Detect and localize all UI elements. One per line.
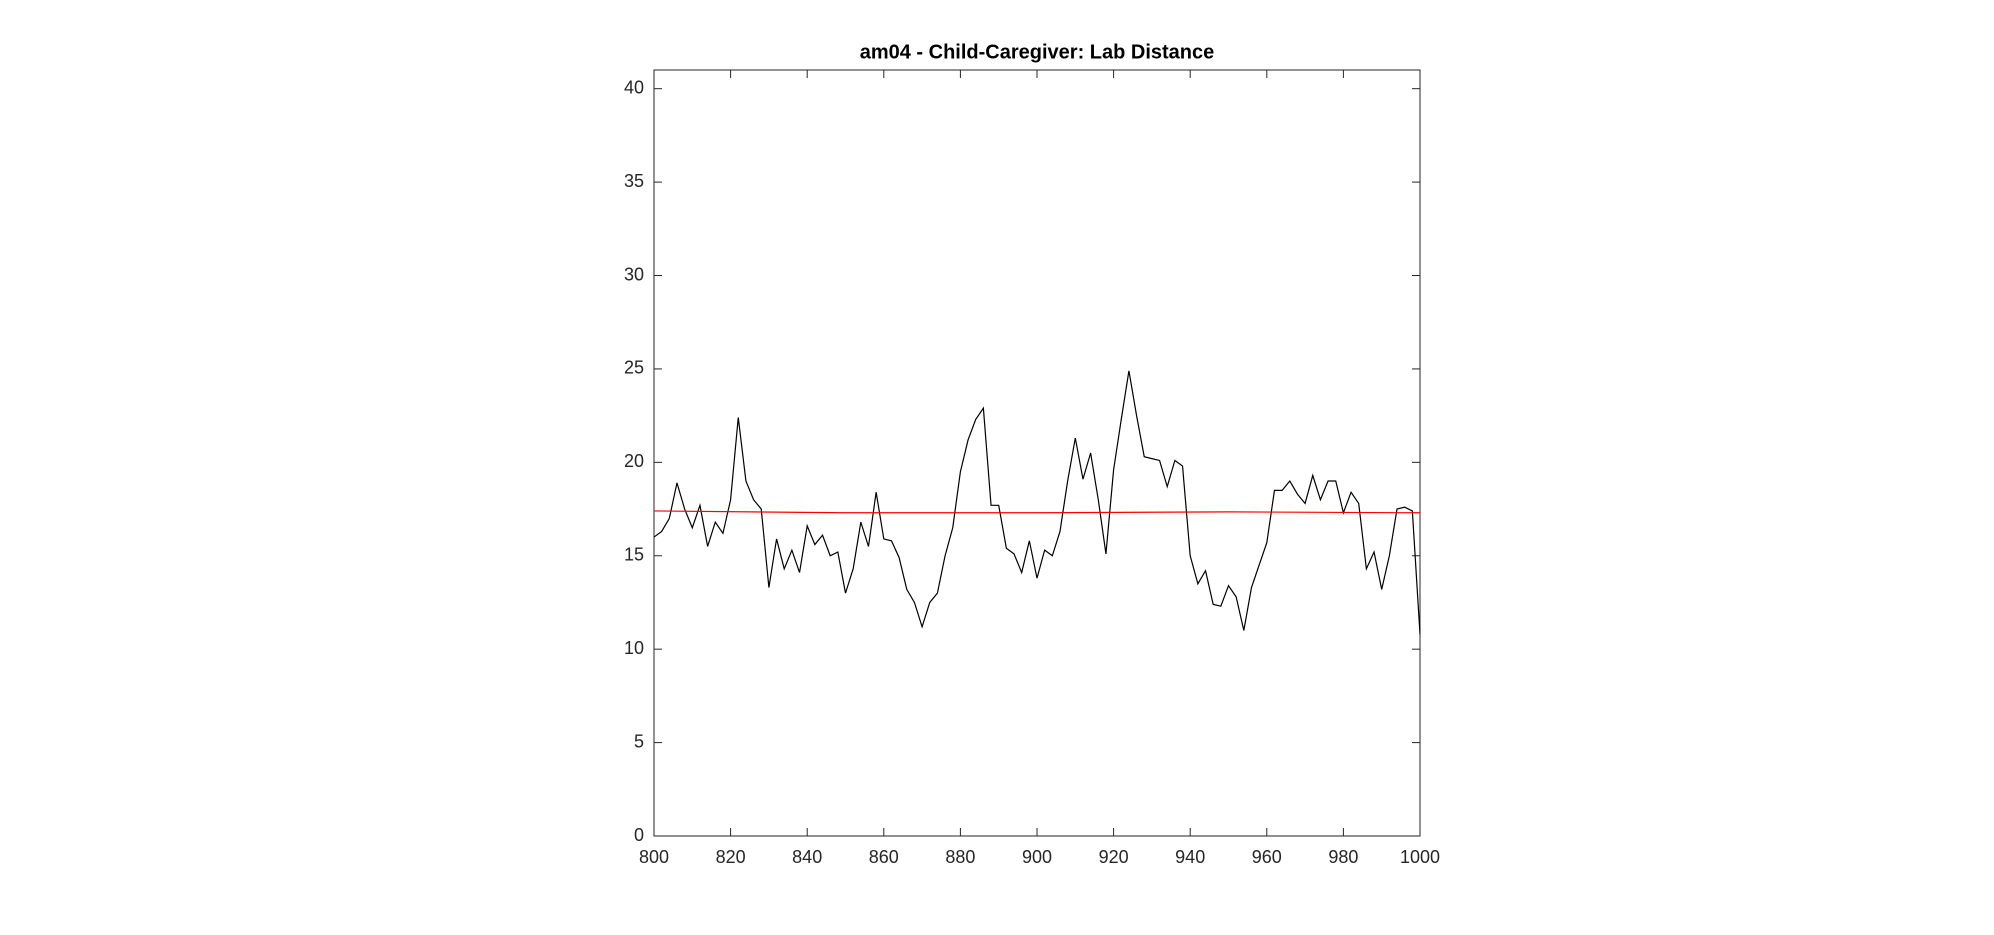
y-tick-label: 10 bbox=[624, 638, 644, 658]
y-tick-label: 20 bbox=[624, 451, 644, 471]
x-tick-label: 920 bbox=[1099, 847, 1129, 867]
chart-title: am04 - Child-Caregiver: Lab Distance bbox=[860, 41, 1215, 63]
plot-area bbox=[653, 69, 1421, 837]
x-tick-label: 880 bbox=[945, 847, 975, 867]
y-tick-label: 0 bbox=[634, 825, 644, 845]
y-tick-label: 30 bbox=[624, 264, 644, 284]
x-tick-label: 820 bbox=[716, 847, 746, 867]
x-tick-label: 860 bbox=[869, 847, 899, 867]
x-tick-label: 840 bbox=[792, 847, 822, 867]
x-tick-label: 960 bbox=[1252, 847, 1282, 867]
y-tick-label: 5 bbox=[634, 731, 644, 751]
data-line bbox=[653, 370, 1421, 635]
data-line bbox=[653, 510, 1421, 514]
y-tick-label: 15 bbox=[624, 545, 644, 565]
x-tick-label: 980 bbox=[1328, 847, 1358, 867]
y-tick-label: 35 bbox=[624, 171, 644, 191]
x-tick-label: 800 bbox=[639, 847, 669, 867]
y-tick-label: 40 bbox=[624, 77, 644, 97]
x-tick-label: 940 bbox=[1175, 847, 1205, 867]
x-tick-label: 900 bbox=[1022, 847, 1052, 867]
y-tick-label: 25 bbox=[624, 358, 644, 378]
x-tick-label: 1000 bbox=[1400, 847, 1440, 867]
